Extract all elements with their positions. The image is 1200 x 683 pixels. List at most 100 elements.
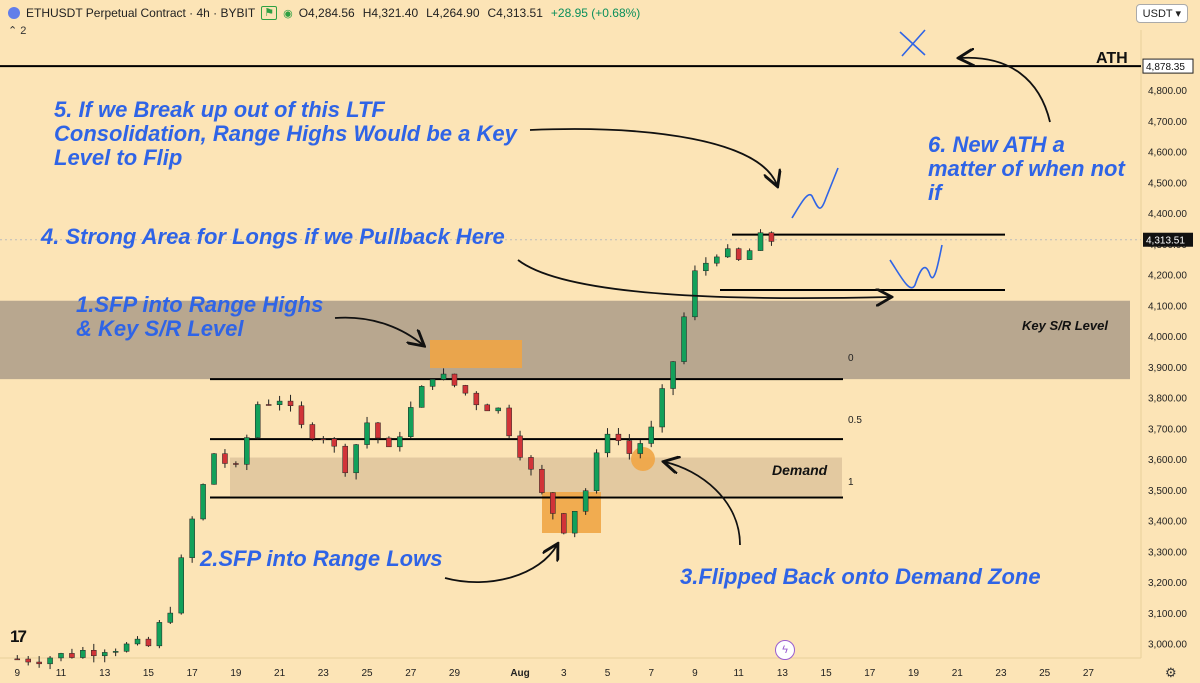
ethereum-icon — [8, 7, 20, 19]
candle-body — [429, 379, 436, 387]
candle-body — [331, 438, 337, 447]
candle-body — [626, 440, 633, 454]
candle-body — [47, 657, 53, 665]
time-tick: 3 — [561, 668, 567, 679]
candle-body — [167, 612, 174, 623]
price-tick: 4,500.00 — [1148, 178, 1187, 189]
time-tick: 25 — [361, 668, 373, 679]
candle-body — [659, 388, 665, 428]
price-tick: 3,700.00 — [1148, 424, 1187, 435]
price-tick: 3,400.00 — [1148, 517, 1187, 528]
time-tick: 25 — [1039, 668, 1051, 679]
arrow-5 — [529, 128, 777, 185]
candle-body — [418, 386, 425, 408]
candle-body — [692, 270, 698, 318]
time-tick: 21 — [952, 668, 964, 679]
sfp-highs-box — [430, 340, 522, 368]
arrow-1 — [334, 316, 423, 345]
candle-body — [473, 392, 480, 406]
candle-body — [178, 557, 184, 614]
last-price-text: 4,313.51 — [1146, 236, 1185, 247]
candle-body — [550, 492, 556, 514]
time-tick: 17 — [187, 668, 199, 679]
time-tick: 19 — [908, 668, 920, 679]
candle-body — [25, 658, 31, 663]
candle-body — [768, 232, 775, 242]
time-tick: 29 — [449, 668, 461, 679]
candle-body — [648, 426, 654, 444]
candle-body — [244, 437, 250, 465]
price-tick: 3,900.00 — [1148, 363, 1187, 374]
candle-body — [735, 248, 742, 260]
candle-body — [462, 385, 469, 394]
ath-price-badge — [1142, 58, 1194, 74]
close-value: C4,313.51 — [487, 6, 543, 20]
price-tick: 4,000.00 — [1148, 332, 1187, 343]
candle-body — [145, 638, 152, 647]
change-value: +28.95 (+0.68%) — [550, 6, 641, 20]
candle-body — [517, 435, 523, 458]
price-tick: 4,800.00 — [1148, 86, 1187, 97]
candle-body — [746, 250, 753, 260]
candle-body — [604, 433, 611, 454]
price-tick: 3,100.00 — [1148, 609, 1187, 620]
flag-icon[interactable]: ⚑ — [261, 6, 278, 20]
price-tick: 3,000.00 — [1148, 640, 1187, 651]
candle-body — [506, 407, 512, 437]
open-value: O4,284.56 — [298, 6, 355, 20]
symbol-title[interactable]: ETHUSDT Perpetual Contract · 4h · BYBIT — [26, 6, 256, 20]
candle-body — [112, 651, 119, 653]
candle-body — [637, 443, 644, 454]
candle-body — [681, 316, 687, 362]
squiggle-lower — [889, 244, 943, 289]
candle-body — [451, 373, 458, 386]
candle-body — [364, 422, 370, 445]
candle-body — [386, 437, 392, 448]
candle-body — [320, 438, 327, 440]
annotation-6: 6. New ATH a matter of when not if — [928, 132, 1125, 205]
tradingview-logo[interactable]: 17 — [10, 627, 27, 646]
time-tick: 23 — [318, 668, 330, 679]
price-axis — [1141, 30, 1200, 658]
candle-body — [703, 262, 709, 272]
price-tick: 3,300.00 — [1148, 547, 1187, 558]
candle-body — [123, 643, 130, 652]
arrow-2 — [444, 545, 557, 584]
candle-body — [233, 463, 239, 465]
time-tick: 9 — [14, 668, 20, 679]
annotation-3: 3.Flipped Back onto Demand Zone — [680, 564, 1041, 589]
candle-body — [211, 453, 217, 485]
time-tick: Aug — [510, 668, 529, 679]
ath-price-text: 4,878.35 — [1146, 62, 1185, 73]
candle-body — [254, 404, 261, 438]
price-tick: 3,600.00 — [1148, 455, 1187, 466]
candle-body — [571, 511, 578, 534]
candle-body — [375, 422, 381, 439]
time-tick: 15 — [143, 668, 155, 679]
market-status-icon: ◉ — [283, 7, 293, 20]
low-value: L4,264.90 — [426, 6, 480, 20]
currency-label: USDT — [1142, 8, 1173, 20]
demand-flip-marker — [631, 447, 655, 471]
candle-body — [539, 468, 545, 493]
lightning-icon[interactable]: ϟ — [775, 640, 795, 660]
fib-0-label: 0 — [848, 353, 854, 364]
candle-body — [80, 650, 86, 658]
candle-body — [615, 433, 622, 441]
squiggle-upper — [791, 167, 839, 219]
candle-body — [298, 405, 305, 425]
time-tick: 5 — [605, 668, 611, 679]
candle-body — [101, 652, 108, 657]
currency-selector[interactable]: USDT ▾ — [1135, 4, 1188, 23]
candle-body — [265, 404, 272, 406]
candle-body — [724, 248, 731, 258]
candle-body — [309, 424, 316, 439]
time-tick: 9 — [692, 668, 698, 679]
gear-icon[interactable]: ⚙ — [1165, 665, 1177, 680]
candle-body — [36, 661, 42, 665]
fib-05-label: 0.5 — [848, 415, 862, 426]
price-tick: 4,600.00 — [1148, 148, 1187, 159]
indicator-collapse[interactable]: ⌃ 2 — [8, 25, 27, 37]
candle-body — [91, 650, 97, 657]
